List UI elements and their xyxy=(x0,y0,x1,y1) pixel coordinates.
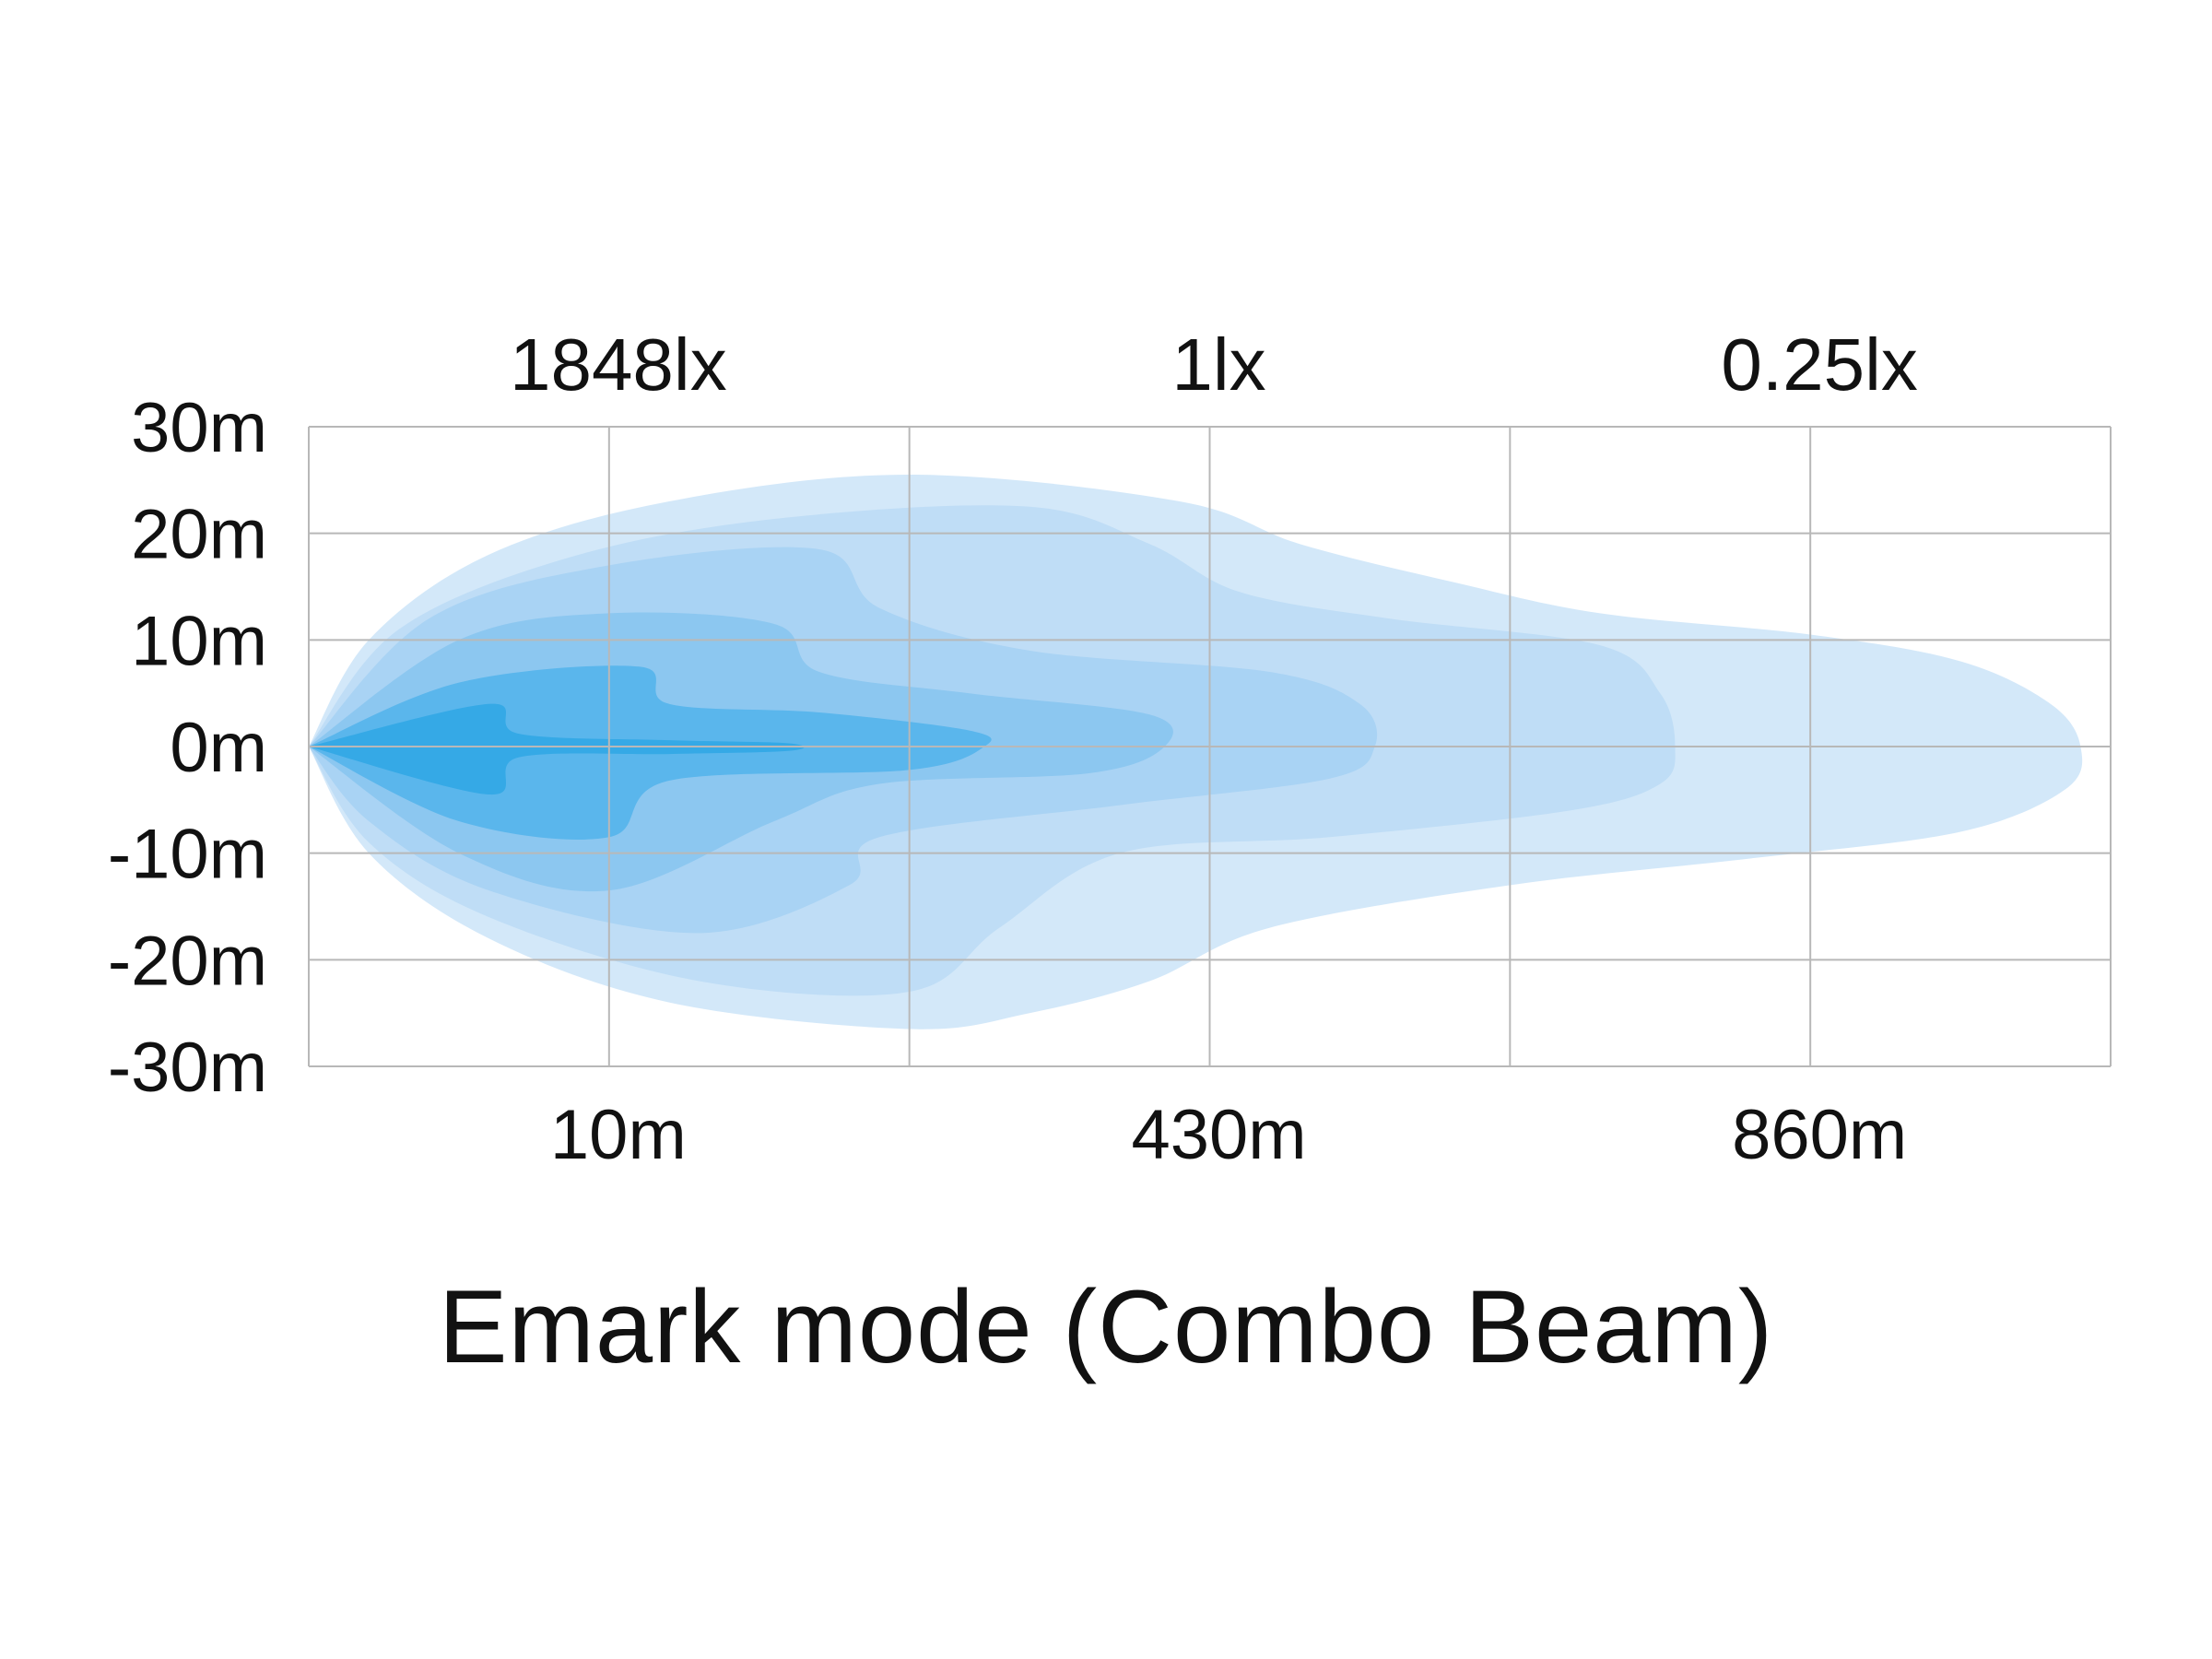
chart-title: Emark mode (Combo Beam) xyxy=(438,1269,1774,1384)
y-tick-label: -20m xyxy=(108,922,267,1000)
y-tick-label: 20m xyxy=(131,496,267,574)
lux-label: 1848lx xyxy=(510,324,727,406)
y-tick-label: -10m xyxy=(108,816,267,894)
y-tick-label: 10m xyxy=(131,602,267,680)
lux-label: 0.25lx xyxy=(1721,324,1917,406)
x-tick-label: 430m xyxy=(1131,1096,1306,1174)
x-tick-label: 10m xyxy=(550,1096,687,1174)
y-tick-label: 30m xyxy=(131,389,267,467)
lux-label: 1lx xyxy=(1171,324,1265,406)
y-tick-label: -30m xyxy=(108,1029,267,1107)
y-tick-label: 0m xyxy=(170,709,267,787)
beam-zone-6 xyxy=(309,703,805,795)
x-tick-label: 860m xyxy=(1732,1096,1907,1174)
